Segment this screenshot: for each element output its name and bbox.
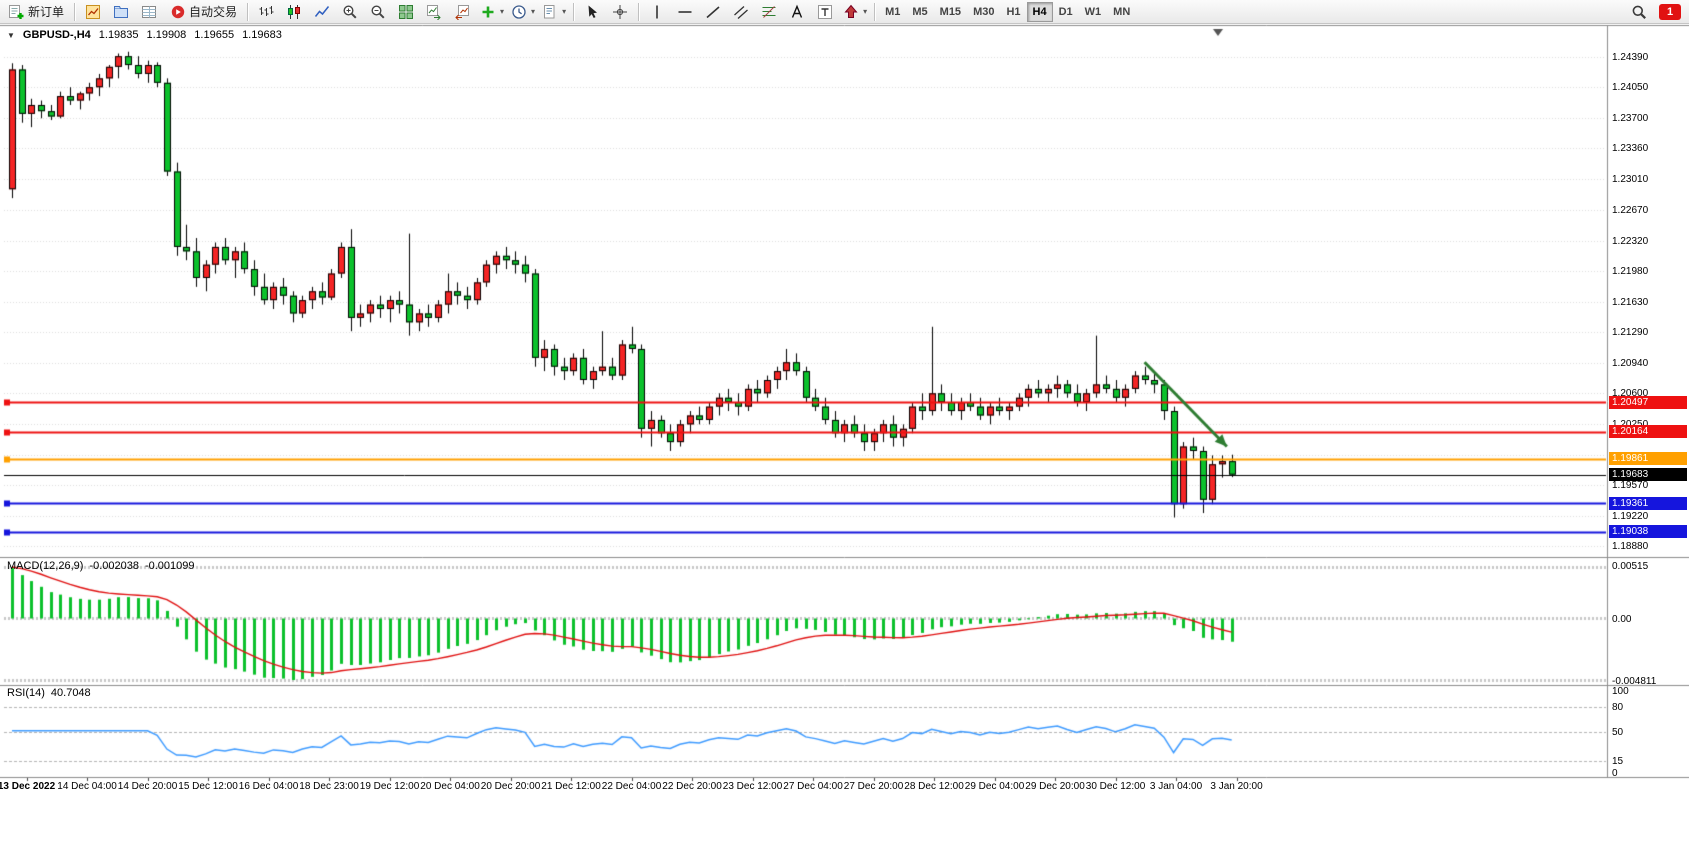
- text-label-button[interactable]: [811, 1, 839, 23]
- trendline-button[interactable]: [699, 1, 727, 23]
- tile-windows-icon: [398, 4, 415, 20]
- vertical-line-icon: [649, 4, 666, 20]
- crosshair-button[interactable]: [606, 1, 634, 23]
- new-order-icon: [8, 4, 25, 20]
- search-button[interactable]: [1625, 1, 1653, 23]
- text-button[interactable]: [783, 1, 811, 23]
- template-icon: [541, 4, 558, 20]
- toolbar-separator: [247, 2, 249, 21]
- zoom-in-icon: [342, 4, 359, 20]
- toolbar-separator: [573, 2, 575, 21]
- toolbar-right-group: 1: [1625, 1, 1689, 23]
- zoom-out-icon: [370, 4, 387, 20]
- zoom-out-button[interactable]: [364, 1, 392, 23]
- bar-chart-button[interactable]: [252, 1, 280, 23]
- timeframe-m5-button[interactable]: M5: [912, 5, 928, 18]
- new-order-button[interactable]: 新订单: [2, 1, 70, 23]
- indicators-button[interactable]: ▾: [476, 1, 507, 23]
- toolbar: 新订单 自动交易 ▾ ▾ ▾ ▾ M1 M5 M15 M30 H1 H4 D1 W1 MN 1: [0, 0, 1689, 24]
- clock-icon: [510, 4, 527, 20]
- timeframe-m30-button[interactable]: M30: [973, 5, 995, 18]
- chart-window-icon: [85, 4, 102, 20]
- chart-shift-button[interactable]: [448, 1, 476, 23]
- timeframe-m1-button[interactable]: M1: [885, 5, 901, 18]
- charts-button[interactable]: [79, 1, 107, 23]
- arrows-icon: [842, 4, 859, 20]
- auto-scroll-button[interactable]: [420, 1, 448, 23]
- fibonacci-button[interactable]: [755, 1, 783, 23]
- chevron-down-icon: ▾: [562, 7, 567, 16]
- timeframe-m15-button[interactable]: M15: [939, 5, 962, 18]
- cursor-icon: [584, 4, 601, 20]
- chart-shift-icon: [454, 4, 471, 20]
- profiles-button[interactable]: [107, 1, 135, 23]
- chevron-down-icon: ▾: [500, 7, 505, 16]
- timeframe-w1-button[interactable]: W1: [1084, 5, 1102, 18]
- data-window-icon: [141, 4, 158, 20]
- profiles-icon: [113, 4, 130, 20]
- auto-trading-icon: [169, 4, 186, 20]
- crosshair-icon: [612, 4, 629, 20]
- line-chart-icon: [314, 4, 331, 20]
- toolbar-separator: [638, 2, 640, 21]
- horizontal-line-icon: [677, 4, 694, 20]
- notification-badge[interactable]: 1: [1659, 3, 1681, 20]
- auto-scroll-icon: [426, 4, 443, 20]
- templates-button[interactable]: ▾: [538, 1, 569, 23]
- timeframe-mn-button[interactable]: MN: [1113, 5, 1131, 18]
- auto-trading-button[interactable]: 自动交易: [163, 1, 243, 23]
- chevron-down-icon: ▾: [531, 7, 536, 16]
- candlestick-icon: [286, 4, 303, 20]
- cursor-button[interactable]: [578, 1, 606, 23]
- fibonacci-icon: [761, 4, 778, 20]
- equidistant-channel-button[interactable]: [727, 1, 755, 23]
- text-a-icon: [789, 4, 806, 20]
- toolbar-separator: [74, 2, 76, 21]
- bar-chart-icon: [258, 4, 275, 20]
- channel-icon: [733, 4, 750, 20]
- toolbar-separator: [874, 2, 876, 21]
- search-icon: [1631, 4, 1648, 20]
- zoom-in-button[interactable]: [336, 1, 364, 23]
- vertical-line-button[interactable]: [643, 1, 671, 23]
- candlestick-chart-button[interactable]: [280, 1, 308, 23]
- timeframe-h4-button[interactable]: H4: [1026, 1, 1053, 22]
- new-order-label: 新订单: [28, 5, 65, 19]
- chevron-down-icon: ▾: [863, 7, 868, 16]
- text-t-icon: [817, 4, 834, 20]
- toolbar-left-group: 新订单 自动交易 ▾ ▾ ▾ ▾ M1 M5 M15 M30 H1 H4 D1 W1 MN: [0, 0, 1625, 23]
- timeframe-d1-button[interactable]: D1: [1058, 5, 1073, 18]
- tile-windows-button[interactable]: [392, 1, 420, 23]
- add-indicator-icon: [479, 4, 496, 20]
- auto-trading-label: 自动交易: [189, 5, 238, 19]
- arrows-button[interactable]: ▾: [839, 1, 870, 23]
- horizontal-line-button[interactable]: [671, 1, 699, 23]
- data-window-button[interactable]: [135, 1, 163, 23]
- line-chart-button[interactable]: [308, 1, 336, 23]
- timeframe-h1-button[interactable]: H1: [1006, 5, 1021, 18]
- trendline-icon: [705, 4, 722, 20]
- periods-button[interactable]: ▾: [507, 1, 538, 23]
